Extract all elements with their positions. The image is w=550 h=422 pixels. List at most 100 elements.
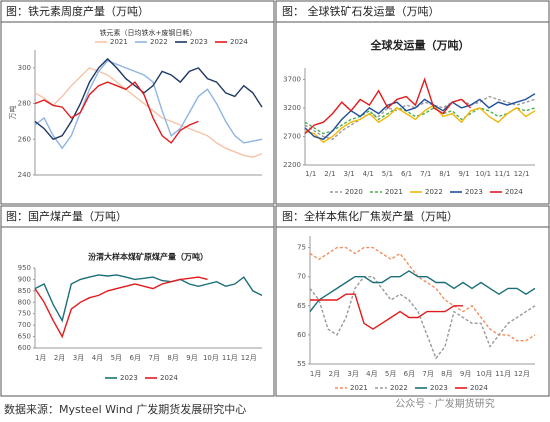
- panel: [275, 205, 550, 397]
- x-tick-label: 8/1: [439, 170, 450, 178]
- y-tick-label: 75: [297, 244, 306, 252]
- legend-label: 2021: [350, 384, 368, 392]
- panel-header: 图：全样本焦化厂焦炭产量（万吨）: [282, 209, 458, 223]
- x-tick-label: 7月: [422, 370, 433, 378]
- x-tick-label: 10月: [203, 354, 219, 362]
- y-tick-label: 260: [18, 135, 31, 143]
- x-tick-label: 2月: [329, 370, 340, 378]
- legend-label: 2024: [160, 374, 178, 382]
- series-line: [304, 104, 536, 144]
- x-tick-label: 12月: [241, 354, 257, 362]
- series-line: [304, 77, 472, 135]
- y-tick-label: 2700: [283, 132, 301, 140]
- legend-label: 2023: [120, 374, 138, 382]
- x-tick-label: 11月: [495, 370, 511, 378]
- legend-label: 2021: [385, 188, 403, 196]
- x-tick-label: 7月: [148, 354, 159, 362]
- x-tick-label: 10月: [476, 370, 492, 378]
- watermark: 公众号 · 广发期货研究: [395, 397, 495, 410]
- y-tick-label: 2200: [283, 161, 301, 169]
- x-tick-label: 9/1: [458, 170, 469, 178]
- panel: [275, 0, 550, 205]
- x-tick-label: 1月: [310, 370, 321, 378]
- x-tick-label: 1/1: [305, 170, 316, 178]
- legend-label: 2023: [190, 38, 208, 46]
- x-tick-label: 2/1: [324, 170, 335, 178]
- y-tick-label: 850: [18, 287, 31, 295]
- panel: [0, 205, 275, 397]
- series-line: [304, 93, 536, 141]
- x-tick-label: 6/1: [401, 170, 412, 178]
- series-line: [34, 276, 208, 339]
- series-line: [309, 276, 536, 360]
- y-tick-label: 70: [297, 273, 306, 281]
- legend-label: 2024: [505, 188, 523, 196]
- chart-title: 铁元素（日均铁水+废钢日耗）: [100, 28, 197, 37]
- y-tick-label: 55: [297, 360, 306, 368]
- y-tick-label: 700: [18, 321, 31, 329]
- legend-label: 2023: [465, 188, 483, 196]
- series-line: [34, 57, 263, 141]
- x-tick-label: 8月: [441, 370, 452, 378]
- y-tick-label: 950: [18, 264, 31, 272]
- y-tick-label: 3700: [283, 75, 301, 83]
- y-tick-label: 300: [18, 64, 31, 72]
- series-line: [34, 274, 263, 323]
- x-tick-label: 1月: [35, 354, 46, 362]
- x-tick-label: 5/1: [382, 170, 393, 178]
- y-tick-label: 750: [18, 310, 31, 318]
- x-tick-label: 2月: [54, 354, 65, 362]
- y-tick-label: 280: [18, 100, 31, 108]
- series-line: [34, 81, 199, 144]
- x-tick-label: 10/1: [475, 170, 491, 178]
- panel-header: 图： 全球铁矿石发运量（万吨）: [282, 4, 440, 18]
- legend-label: 2021: [110, 38, 128, 46]
- legend-label: 2023: [430, 384, 448, 392]
- x-tick-label: 9月: [186, 354, 197, 362]
- x-tick-label: 12/1: [514, 170, 530, 178]
- x-tick-label: 3月: [73, 354, 84, 362]
- x-tick-label: 6月: [130, 354, 141, 362]
- series-line: [309, 270, 536, 313]
- series-line: [309, 246, 536, 342]
- x-tick-label: 8月: [167, 354, 178, 362]
- y-tick-label: 240: [18, 171, 31, 179]
- x-tick-label: 4月: [92, 354, 103, 362]
- y-tick-label: 600: [18, 344, 31, 352]
- chart-title: 汾渭大样本煤矿原煤产量（万吨）: [88, 252, 208, 262]
- x-tick-label: 4/1: [363, 170, 374, 178]
- y-tick-label: 60: [297, 331, 306, 339]
- x-tick-label: 9月: [460, 370, 471, 378]
- legend-label: 2022: [390, 384, 408, 392]
- x-tick-label: 3月: [347, 370, 358, 378]
- x-tick-label: 5月: [111, 354, 122, 362]
- legend-label: 2022: [425, 188, 443, 196]
- x-tick-label: 6月: [404, 370, 415, 378]
- chart-title: 全球发运量（万吨）: [370, 38, 470, 52]
- y-tick-label: 65: [297, 302, 306, 310]
- source: 数据来源：Mysteel Wind 广发期货发展研究中心: [4, 402, 246, 416]
- panel: [0, 0, 275, 205]
- series-line: [310, 293, 463, 330]
- legend-label: 2024: [470, 384, 488, 392]
- y-tick-label: 900: [18, 275, 31, 283]
- y-tick-label: 650: [18, 333, 31, 341]
- x-tick-label: 4月: [366, 370, 377, 378]
- x-tick-label: 3/1: [343, 170, 354, 178]
- series-line: [34, 59, 263, 150]
- x-tick-label: 11/1: [495, 170, 511, 178]
- x-tick-label: 7/1: [420, 170, 431, 178]
- legend-label: 2024: [230, 38, 248, 46]
- y-tick-label: 3200: [283, 104, 301, 112]
- legend-label: 2020: [345, 188, 363, 196]
- panel-header: 图：国产煤产量（万吨）: [6, 209, 127, 223]
- x-tick-label: 12月: [514, 370, 530, 378]
- legend-label: 2022: [150, 38, 168, 46]
- x-tick-label: 5月: [385, 370, 396, 378]
- x-tick-label: 11月: [222, 354, 238, 362]
- panel-header: 图：铁元素周度产量（万吨）: [6, 4, 149, 18]
- y-axis-label: 万吨: [8, 106, 17, 120]
- y-tick-label: 800: [18, 298, 31, 306]
